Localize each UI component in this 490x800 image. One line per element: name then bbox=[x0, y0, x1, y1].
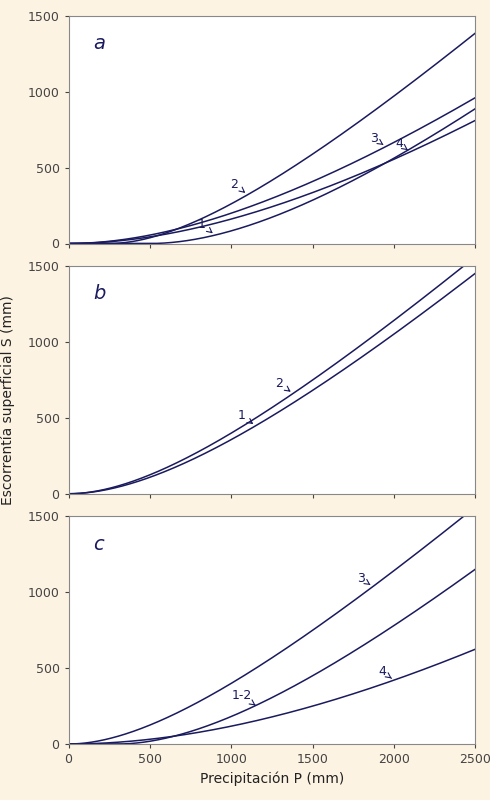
Text: 3: 3 bbox=[357, 572, 370, 585]
Text: 1: 1 bbox=[238, 410, 252, 423]
Text: 4: 4 bbox=[395, 137, 408, 150]
Text: b: b bbox=[93, 285, 105, 303]
Text: Escorrentía superficial S (mm): Escorrentía superficial S (mm) bbox=[0, 295, 15, 505]
Text: 4: 4 bbox=[379, 666, 392, 678]
Text: 3: 3 bbox=[369, 132, 383, 145]
Text: 2: 2 bbox=[231, 178, 245, 192]
Text: c: c bbox=[93, 534, 104, 554]
Text: 1: 1 bbox=[198, 218, 212, 233]
X-axis label: Precipitación P (mm): Precipitación P (mm) bbox=[200, 771, 344, 786]
Text: 1-2: 1-2 bbox=[232, 689, 255, 705]
Text: a: a bbox=[93, 34, 105, 53]
Text: 2: 2 bbox=[275, 377, 290, 391]
